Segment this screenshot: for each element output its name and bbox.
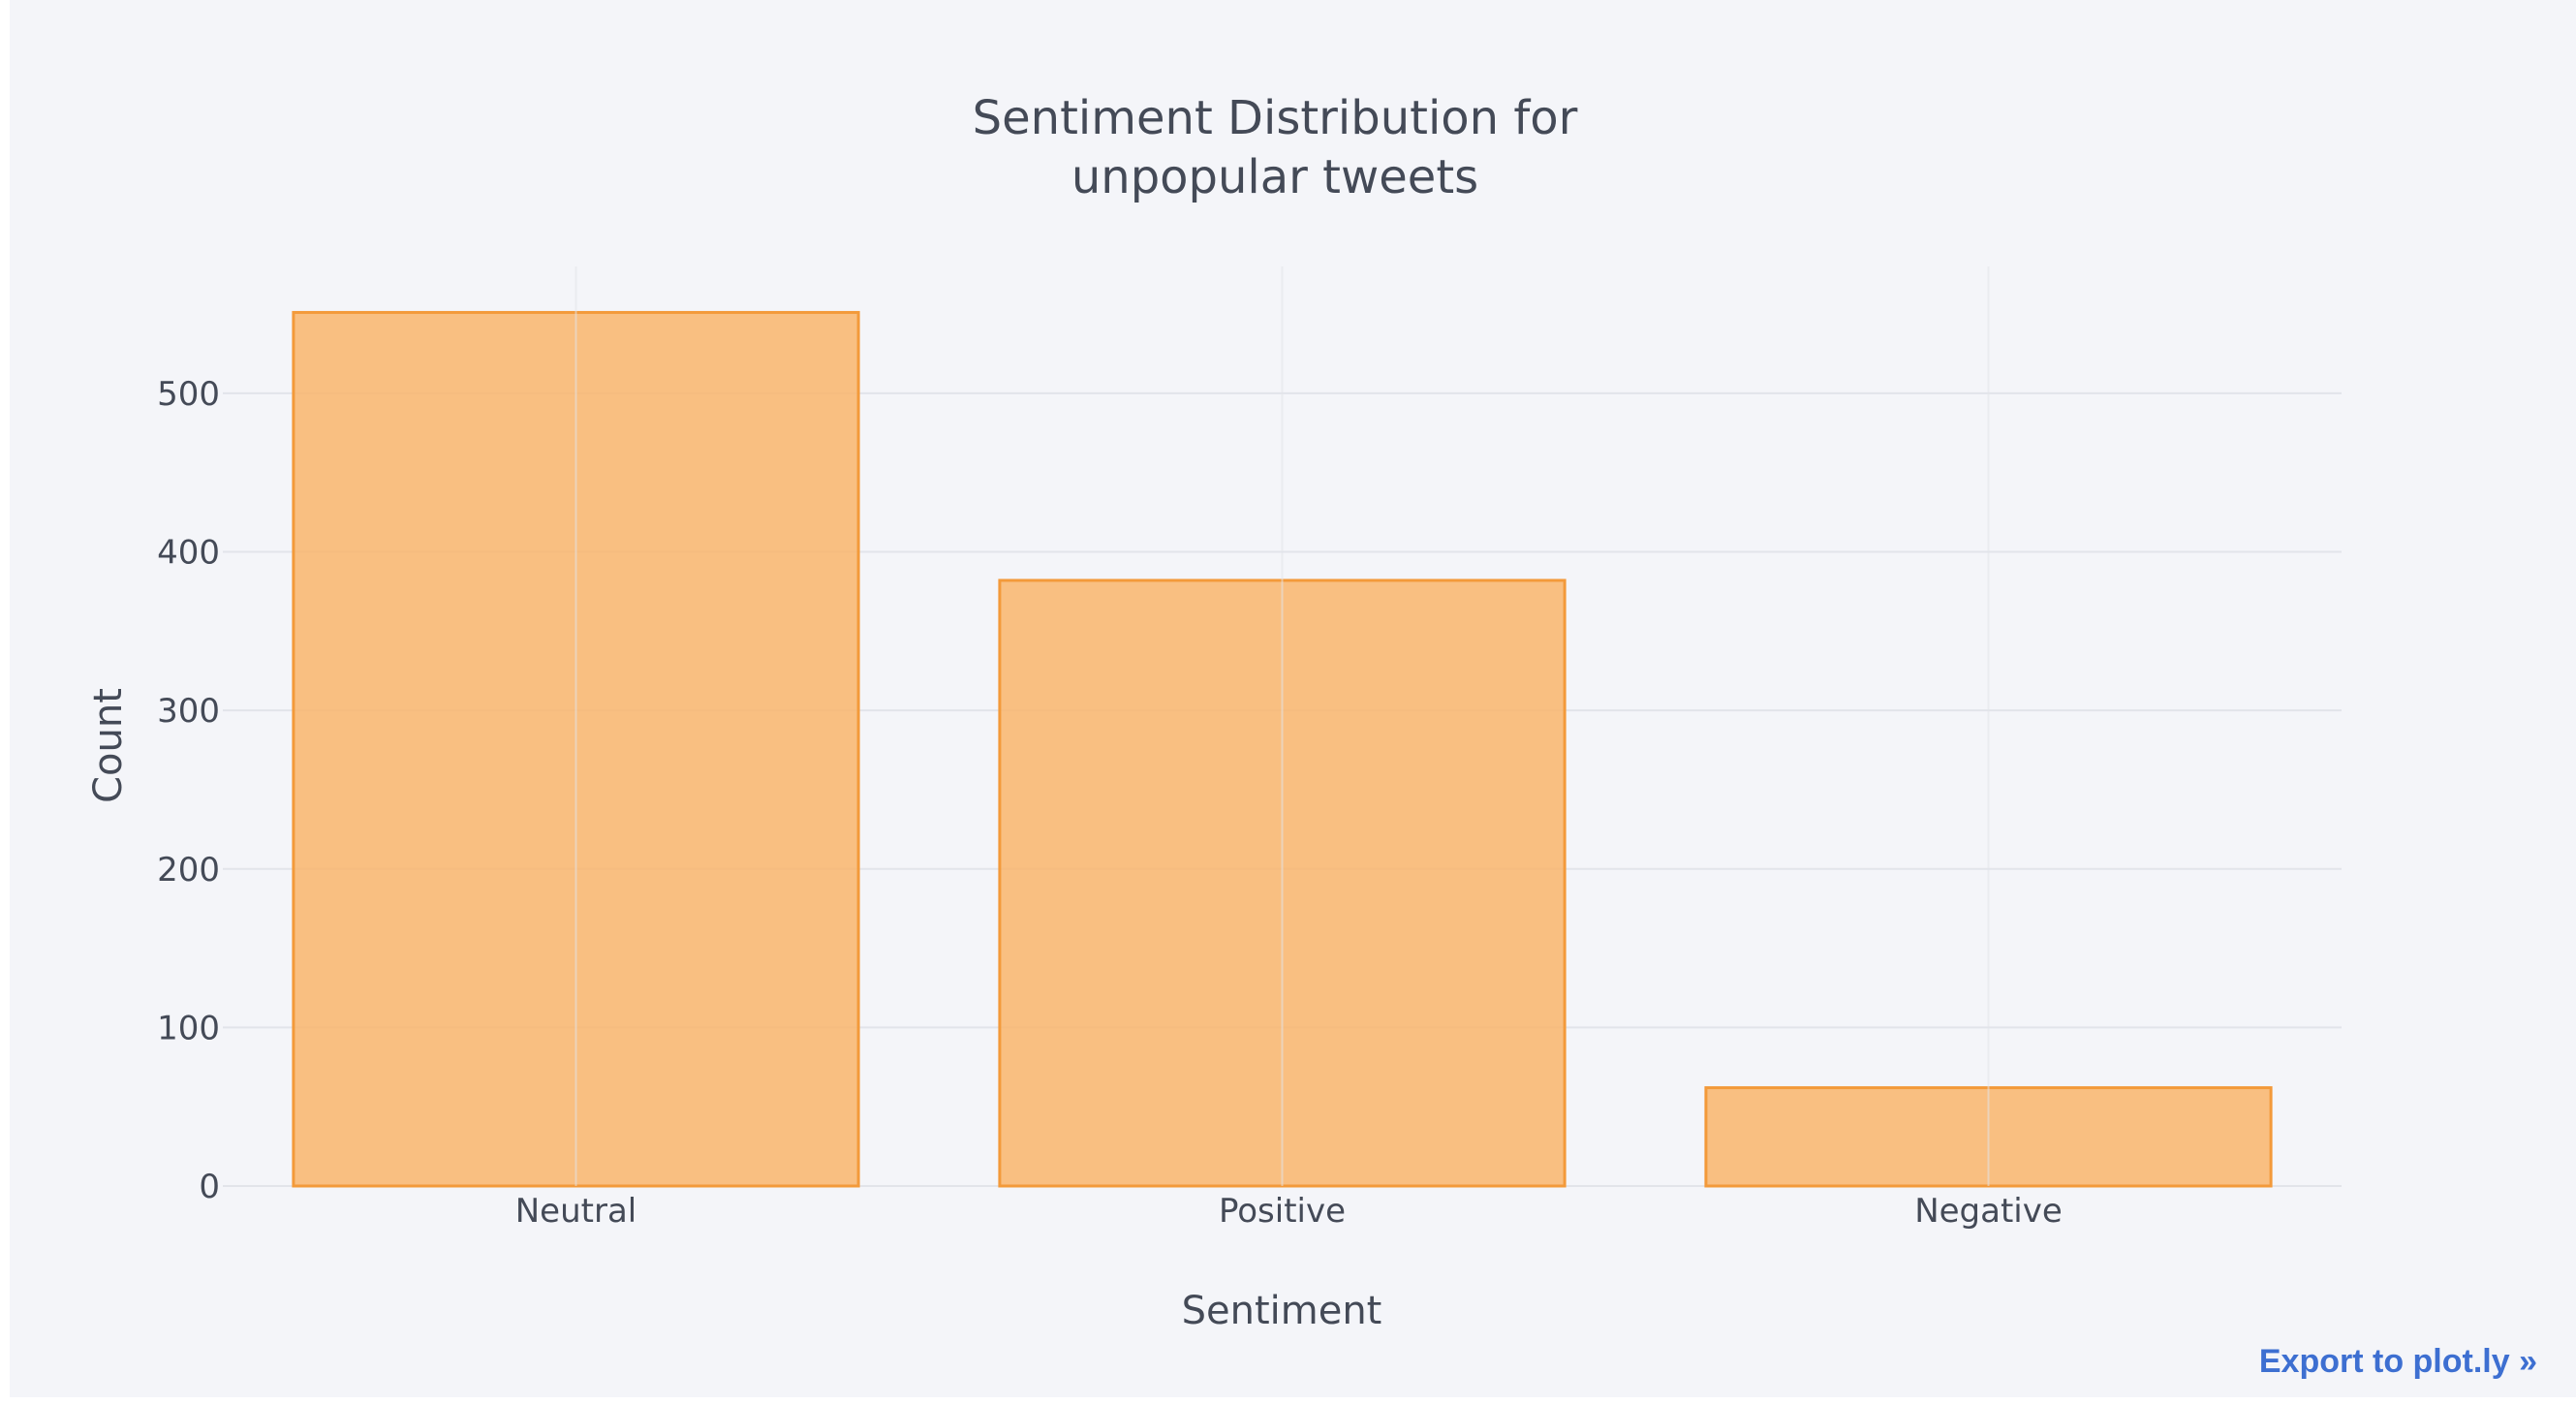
y-tick-label: 200 (157, 851, 220, 890)
x-tick-label: Positive (1219, 1192, 1346, 1231)
y-tick-label: 400 (157, 534, 220, 573)
y-axis-title: Count (86, 688, 131, 803)
x-tick-labels: Neutral Positive Negative (515, 1192, 2063, 1231)
chart-title-line: Sentiment Distribution for (973, 91, 1578, 145)
y-tick-label: 0 (199, 1168, 220, 1206)
x-axis-title: Sentiment (1182, 1289, 1382, 1333)
y-tick-label: 100 (157, 1009, 220, 1047)
y-tick-label: 300 (157, 692, 220, 731)
y-tick-labels: 0 100 200 300 400 500 (157, 375, 220, 1206)
x-tick-label: Neutral (515, 1192, 637, 1231)
x-tick-label: Negative (1914, 1192, 2063, 1231)
y-tick-label: 500 (157, 375, 220, 414)
x-grid-lines (574, 266, 1990, 1186)
export-to-plotly-link[interactable]: Export to plot.ly » (2258, 1343, 2537, 1380)
chart-title: Sentiment Distribution for unpopular twee… (973, 91, 1578, 204)
chart-title-line: unpopular tweets (1071, 150, 1478, 204)
